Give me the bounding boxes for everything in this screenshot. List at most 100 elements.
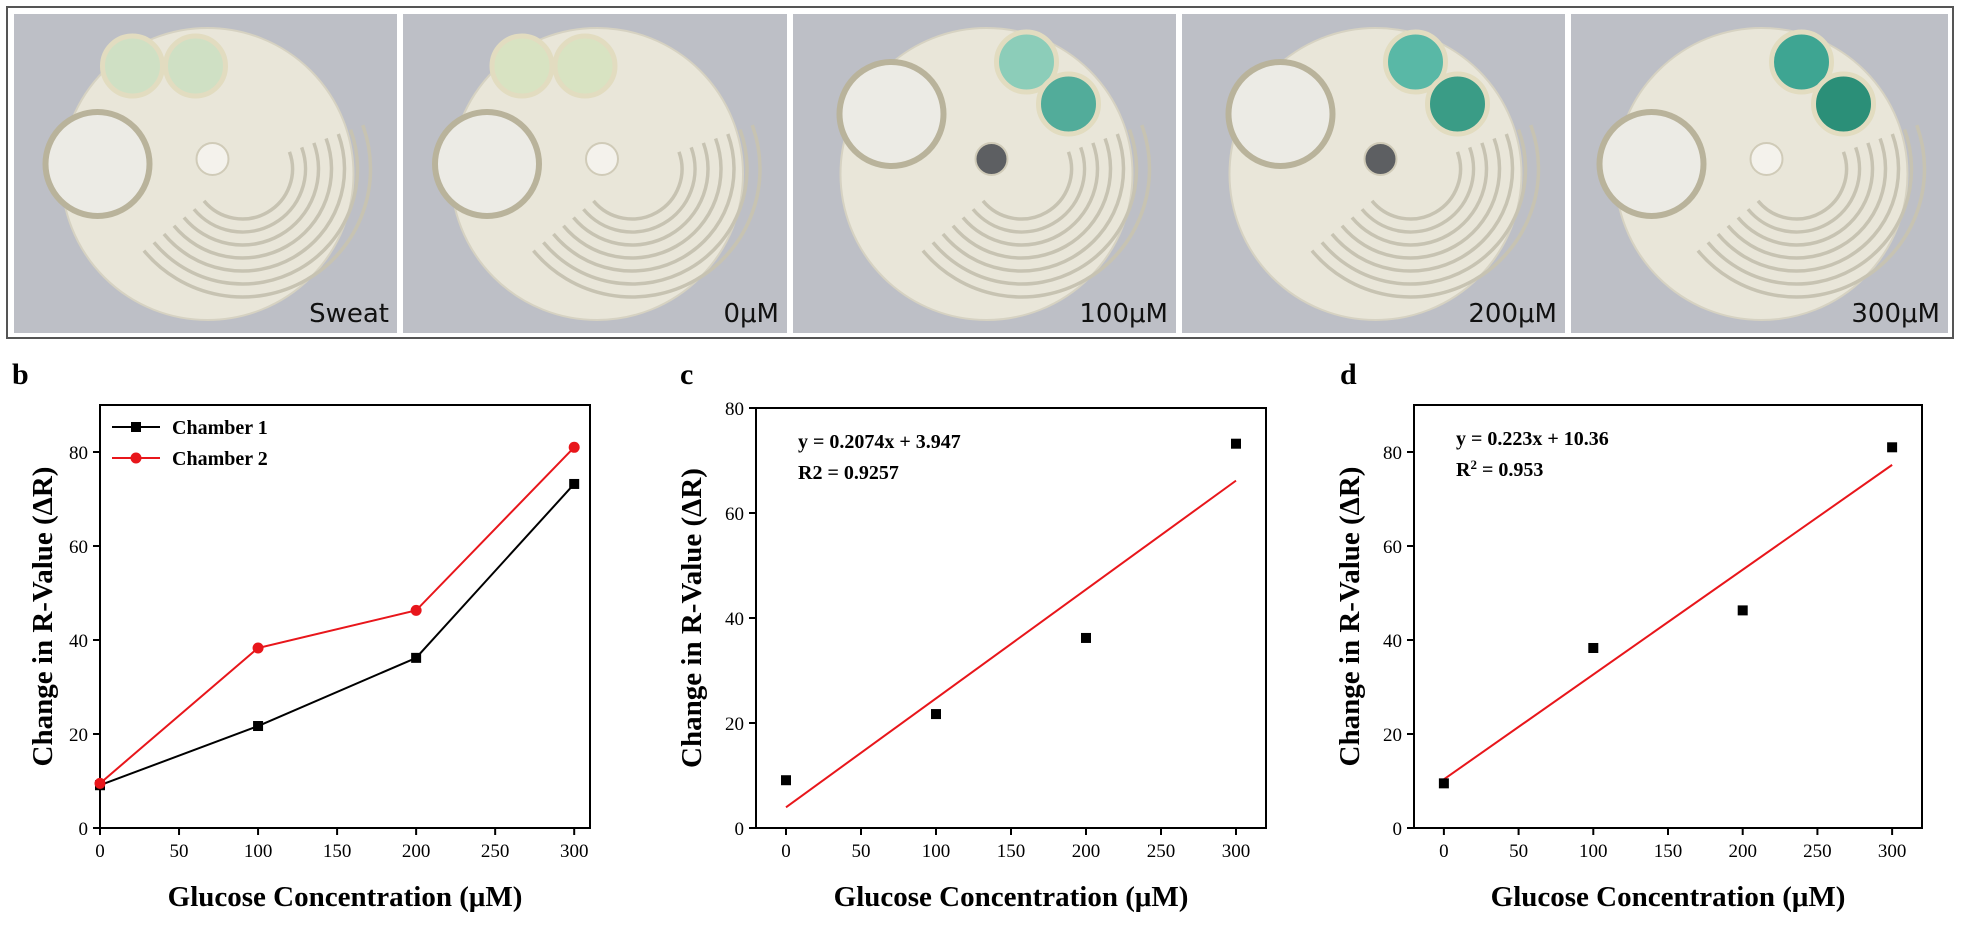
channel-path [532, 124, 762, 299]
chamber-2 [163, 33, 228, 99]
y-tick-label: 60 [1383, 537, 1402, 558]
channel-path [562, 137, 723, 260]
channel-path [1706, 128, 1914, 286]
y-tick-label: 0 [1393, 819, 1403, 840]
x-tick-label: 250 [481, 841, 510, 862]
x-tick-label: 300 [1878, 841, 1907, 862]
fit-r2: R2 = 0.9257 [798, 462, 899, 484]
chart-b-svg: 0 50 100 150 200 250 300 0 20 40 60 80 Glucose Conce… [27, 404, 591, 913]
y-tick-label: 60 [725, 504, 744, 525]
channel-path [1330, 133, 1515, 273]
x-tick-label: 200 [1072, 841, 1101, 862]
y-tick-label: 40 [1383, 631, 1402, 652]
chamber-1 [489, 33, 555, 99]
legend-label: Chamber 1 [172, 417, 268, 439]
fit-r2: R2 = 0.953 [1456, 457, 1543, 482]
photo-sweat: Sweat [14, 14, 397, 333]
channel-path [162, 133, 347, 273]
channel-path [961, 142, 1100, 247]
y-tick-label: 80 [725, 399, 744, 420]
channel-path [572, 142, 710, 247]
x-tick-label: 150 [1654, 841, 1683, 862]
chamber-2 [1811, 71, 1876, 137]
data-point [1588, 642, 1599, 653]
data-point [252, 642, 264, 654]
photo-label: Sweat [309, 299, 389, 329]
chamber-1 [1383, 29, 1448, 95]
y-tick-label: 60 [69, 537, 88, 558]
channel-path [1746, 146, 1862, 234]
x-axis-label: Glucose Concentration (μM) [168, 881, 523, 913]
y-tick-label: 80 [69, 443, 88, 464]
channel-path [1350, 142, 1489, 247]
x-tick-label: 200 [1728, 841, 1757, 862]
series-line [99, 446, 575, 785]
x-tick-label: 50 [170, 841, 189, 862]
inlet-cap [432, 109, 542, 219]
photo-label: 300μM [1851, 299, 1940, 329]
data-point [781, 775, 791, 786]
chamber-1 [994, 29, 1059, 95]
chart-d-svg: 0 50 100 150 200 250 300 0 20 40 60 80 Glucose Conce… [1334, 404, 1923, 913]
channel-path [142, 124, 373, 299]
y-tick-label: 80 [1383, 443, 1402, 464]
series-line [99, 483, 575, 787]
fit-equation: y = 0.223x + 10.36 [1456, 428, 1609, 450]
photo-0um: 0μM [403, 14, 787, 333]
x-tick-label: 0 [1439, 841, 1449, 862]
data-point [253, 721, 264, 732]
x-tick-label: 250 [1147, 841, 1176, 862]
fit-line [785, 479, 1237, 809]
data-point [411, 652, 422, 663]
data-point [1887, 442, 1898, 453]
legend-label: Chamber 2 [172, 448, 268, 470]
fit-line [1443, 464, 1893, 781]
channel-path [152, 128, 360, 286]
channel-path [951, 137, 1113, 260]
photo-label: 100μM [1079, 299, 1168, 329]
x-tick-label: 50 [852, 841, 871, 862]
panel-label-c: c [680, 358, 694, 391]
channel-path [542, 128, 749, 286]
channel-path [1756, 151, 1849, 221]
photo-label: 200μM [1468, 299, 1557, 329]
data-point [94, 777, 106, 789]
data-point [130, 452, 142, 464]
channel-path [1736, 142, 1875, 247]
panel-label-b: b [12, 358, 29, 391]
channel-path [1310, 124, 1541, 299]
x-tick-label: 0 [95, 841, 105, 862]
channel-path [931, 128, 1139, 286]
plot-frame [99, 404, 591, 829]
y-axis-label: Change in R-Value (ΔR) [1334, 467, 1366, 767]
y-tick-label: 0 [79, 819, 89, 840]
channel-path [941, 133, 1126, 273]
x-tick-label: 150 [323, 841, 352, 862]
photo-200um: 200μM [1182, 14, 1565, 333]
photo-strip: Sweat 0μM 100μM 200μM 300μM [6, 6, 1954, 339]
channel-path [1320, 128, 1528, 286]
chamber-2 [552, 33, 618, 99]
channel-path [202, 151, 295, 221]
chart-b: 0 50 100 150 200 250 300 0 20 40 60 80 Glucose Conce… [0, 360, 650, 925]
center-element [195, 142, 230, 176]
center-element [974, 142, 1009, 176]
data-point [931, 709, 941, 720]
inlet-cap [836, 59, 947, 169]
channel-path [1340, 137, 1502, 260]
x-axis-label: Glucose Concentration (μM) [1491, 881, 1846, 913]
chamber-2 [1425, 71, 1490, 137]
center-element [585, 142, 619, 176]
data-point [1737, 605, 1748, 616]
x-tick-label: 250 [1803, 841, 1832, 862]
center-element [1749, 142, 1784, 176]
panel-label-d: d [1340, 358, 1357, 391]
y-tick-label: 0 [735, 819, 745, 840]
channel-path [192, 146, 308, 234]
data-point [1438, 778, 1449, 789]
chamber-2 [1036, 71, 1101, 137]
channel-path [582, 146, 697, 234]
x-tick-label: 50 [1509, 841, 1528, 862]
chamber-1 [100, 33, 165, 99]
data-point [410, 604, 422, 616]
